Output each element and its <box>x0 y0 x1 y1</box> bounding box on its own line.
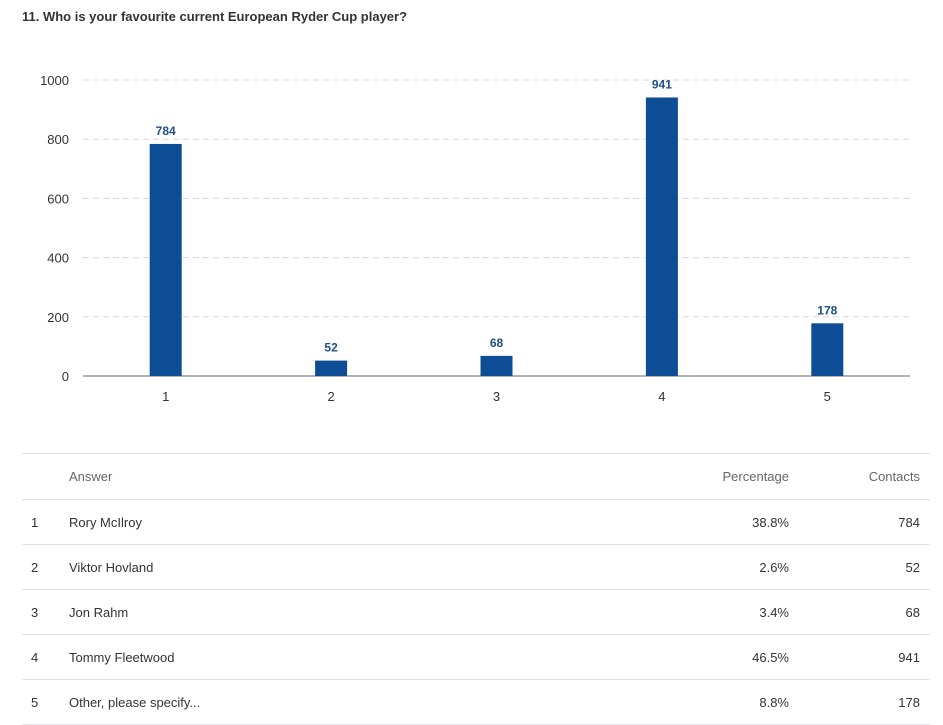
header-percentage: Percentage <box>648 453 789 500</box>
table-row: 5 Other, please specify... 8.8% 178 <box>22 679 930 725</box>
data-label: 941 <box>652 77 672 91</box>
header-number <box>22 453 68 500</box>
bar <box>645 97 678 377</box>
table-header-row: Answer Percentage Contacts <box>22 453 930 500</box>
row-contacts: 941 <box>789 634 930 680</box>
row-percentage: 2.6% <box>648 544 789 590</box>
row-number: 5 <box>22 679 68 725</box>
data-label: 178 <box>817 303 837 317</box>
x-tick-label: 2 <box>327 389 334 404</box>
row-number: 1 <box>22 499 68 545</box>
header-contacts: Contacts <box>789 453 930 500</box>
y-tick-label: 800 <box>47 132 69 147</box>
table-row: 3 Jon Rahm 3.4% 68 <box>22 589 930 635</box>
y-tick-label: 0 <box>62 369 69 384</box>
bar-chart: 0 200 400 600 800 1000 784 1 52 2 68 3 941 4 178 5 <box>40 73 910 404</box>
results-table: Answer Percentage Contacts 1 Rory McIlro… <box>22 453 930 725</box>
y-tick-label: 1000 <box>40 73 69 88</box>
data-label: 784 <box>156 124 176 138</box>
row-number: 2 <box>22 544 68 590</box>
row-answer: Viktor Hovland <box>68 544 648 590</box>
bar <box>480 355 513 376</box>
bar <box>315 360 348 376</box>
row-answer: Rory McIlroy <box>68 499 648 545</box>
bar <box>149 143 182 376</box>
row-percentage: 46.5% <box>648 634 789 680</box>
row-answer: Other, please specify... <box>68 679 648 725</box>
data-label: 68 <box>490 336 504 350</box>
y-tick-label: 200 <box>47 310 69 325</box>
row-contacts: 784 <box>789 499 930 545</box>
table-row: 1 Rory McIlroy 38.8% 784 <box>22 499 930 545</box>
data-label: 52 <box>324 341 338 355</box>
row-number: 4 <box>22 634 68 680</box>
row-percentage: 38.8% <box>648 499 789 545</box>
question-title: 11. Who is your favourite current Europe… <box>22 9 408 24</box>
row-contacts: 52 <box>789 544 930 590</box>
table-row: 4 Tommy Fleetwood 46.5% 941 <box>22 634 930 680</box>
row-percentage: 8.8% <box>648 679 789 725</box>
row-answer: Jon Rahm <box>68 589 648 635</box>
x-tick-label: 3 <box>493 389 500 404</box>
header-answer: Answer <box>68 453 648 500</box>
y-tick-label: 600 <box>47 191 69 206</box>
row-contacts: 68 <box>789 589 930 635</box>
row-number: 3 <box>22 589 68 635</box>
x-tick-label: 1 <box>162 389 169 404</box>
bar <box>811 323 844 376</box>
row-answer: Tommy Fleetwood <box>68 634 648 680</box>
x-tick-label: 5 <box>824 389 831 404</box>
table-row: 2 Viktor Hovland 2.6% 52 <box>22 544 930 590</box>
x-tick-label: 4 <box>658 389 665 404</box>
row-contacts: 178 <box>789 679 930 725</box>
row-percentage: 3.4% <box>648 589 789 635</box>
y-tick-label: 400 <box>47 251 69 266</box>
